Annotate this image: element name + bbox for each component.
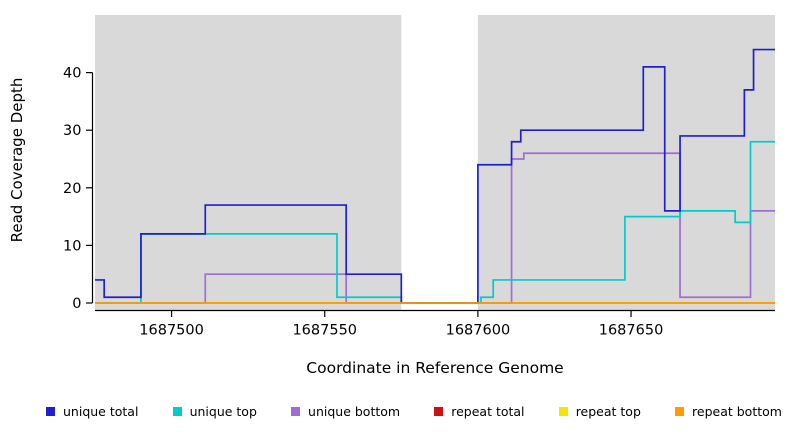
plot-series [95, 48, 775, 304]
background-band [477, 15, 775, 310]
y-tick-label: 0 [72, 296, 81, 312]
legend-swatch-icon [558, 406, 568, 416]
chart-legend: unique total unique top unique bottom repea… [46, 401, 782, 421]
plot-axes: 1687500 1687550 1687600 1687650 0 10 20 30 40 [63, 66, 775, 339]
coverage-plot: 1687500 1687550 1687600 1687650 0 10 20 30 40 Re… [8, 15, 775, 377]
legend-item-repeat-top: repeat top [558, 403, 641, 419]
legend-item-repeat-bottom: repeat bottom [675, 404, 782, 419]
legend-item-unique-total: unique total [46, 404, 138, 419]
x-tick-label: 1687550 [292, 323, 357, 339]
legend-swatch-icon [675, 406, 685, 416]
legend-swatch-icon [172, 406, 182, 416]
x-tick-label: 1687500 [139, 323, 204, 339]
series-line-unique-top [95, 140, 775, 304]
legend-swatch-icon [291, 406, 301, 416]
plot-background-bands [95, 15, 775, 310]
y-tick-label: 10 [63, 238, 81, 254]
background-band [95, 15, 402, 310]
x-tick-label: 1687600 [446, 323, 511, 339]
x-tick-label: 1687650 [599, 323, 664, 339]
legend-swatch-icon [434, 406, 444, 416]
series-line-unique-bottom [95, 152, 775, 304]
legend-label: unique top [189, 403, 257, 419]
y-axis-label: Read Coverage Depth [8, 78, 26, 243]
legend-item-unique-top: unique top [172, 403, 257, 419]
legend-label: repeat total [451, 403, 525, 419]
legend-label: unique total [63, 403, 139, 419]
legend-item-unique-bottom: unique bottom [291, 404, 400, 419]
y-tick-label: 20 [63, 181, 81, 197]
series-line-unique-total [95, 48, 775, 304]
y-tick-label: 30 [63, 123, 81, 139]
legend-item-repeat-total: repeat total [434, 403, 525, 419]
legend-label: repeat top [575, 403, 641, 419]
legend-label: unique bottom [308, 403, 401, 419]
legend-label: repeat bottom [692, 403, 782, 419]
y-tick-label: 40 [63, 66, 81, 82]
legend-swatch-icon [46, 406, 55, 416]
x-axis-label: Coordinate in Reference Genome [306, 359, 563, 377]
